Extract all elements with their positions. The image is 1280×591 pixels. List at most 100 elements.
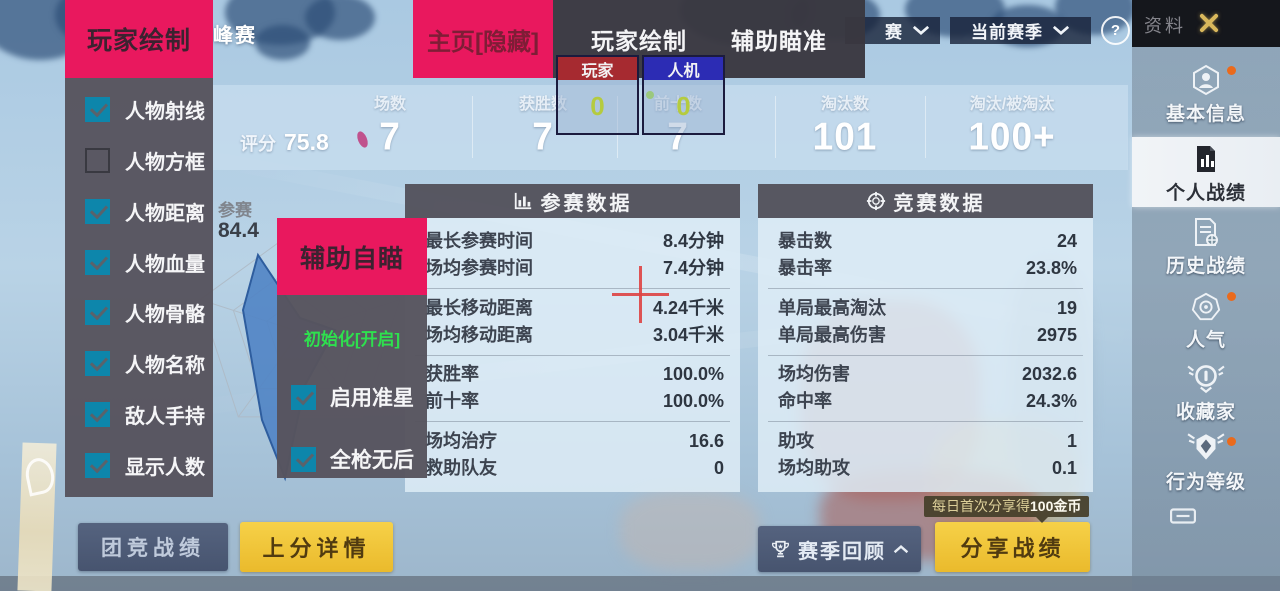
esp-toggle-enemy-weapon[interactable]: 敌人手持 <box>65 400 213 429</box>
panel-title: 参赛数据 <box>540 192 633 215</box>
bar-chart-icon <box>514 192 531 210</box>
sidebar-item-label: 历史战绩 <box>1165 256 1246 277</box>
checkbox[interactable] <box>291 384 316 410</box>
season-dropdown[interactable]: 当前赛季 <box>950 17 1091 44</box>
checkbox[interactable] <box>85 453 110 479</box>
checkbox[interactable] <box>85 351 110 377</box>
player-counter-value: 0 <box>558 80 637 133</box>
checkbox-label: 人物距离 <box>125 202 205 225</box>
esp-toggle-player-distance[interactable]: 人物距离 <box>65 197 213 226</box>
stat-matches: 场数 7 <box>315 90 465 158</box>
help-icon[interactable]: ? <box>1101 16 1130 45</box>
card-icon[interactable] <box>1170 508 1196 524</box>
stat-row: 场均治疗 16.6 <box>425 431 724 452</box>
season-title-text: 峰赛 <box>213 25 257 47</box>
share-reward-tooltip: 每日首次分享得100金币 <box>924 496 1090 523</box>
stat-eliminations: 淘汰数 101 <box>770 90 920 158</box>
profile-sidebar: 资料 基本信息 个人战绩 <box>1132 0 1280 591</box>
sidebar-item-basic-info[interactable]: 基本信息 <box>1132 58 1280 128</box>
esp-toggle-player-health[interactable]: 人物血量 <box>65 248 213 277</box>
stat-value: 100+ <box>968 115 1056 158</box>
esp-toggle-player-count[interactable]: 显示人数 <box>65 451 213 480</box>
chevron-up-icon <box>893 545 909 554</box>
close-icon[interactable] <box>1194 8 1224 38</box>
mode-dropdown[interactable]: 赛 <box>845 17 940 44</box>
share-stats-button[interactable]: 分享战绩 <box>935 522 1090 572</box>
bot-counter-value: 0 <box>644 80 723 133</box>
sidebar-header: 资料 <box>1132 0 1280 47</box>
stat-row: 场均助攻 0.1 <box>778 458 1077 479</box>
sidebar-item-conduct-level[interactable]: 行为等级 <box>1132 432 1280 498</box>
player-counter-header[interactable]: 玩家 <box>558 57 637 80</box>
sidebar-item-collector[interactable]: 收藏家 <box>1132 362 1280 426</box>
esp-panel-body: 人物射线 人物方框 人物距离 人物血量 人物骨骼 人物名称 敌人手持 显示人数 <box>65 78 213 497</box>
stat-row: 助攻 1 <box>778 431 1077 452</box>
sidebar-title: 资料 <box>1144 16 1186 36</box>
participation-data-panel: 参赛数据 最长参赛时间 8.4分钟 场均参赛时间 7.4分钟 最长移动距离 4.24千… <box>405 184 740 492</box>
popularity-icon <box>1191 292 1221 321</box>
checkbox[interactable] <box>85 198 110 224</box>
stat-value: 7 <box>532 115 554 158</box>
checkbox[interactable] <box>291 446 316 472</box>
stat-row: 场均移动距离 3.04千米 <box>425 324 724 345</box>
competition-panel-body: 暴击数 24 暴击率 23.8% 单局最高淘汰 19 单局最高伤害 2975 场均伤害 2… <box>758 218 1093 492</box>
rank-up-details-button[interactable]: 上分详情 <box>240 522 393 572</box>
rating-value: 75.8 <box>284 129 329 155</box>
confetti-dot <box>646 91 654 99</box>
aim-panel-header[interactable]: 辅助自瞄 <box>277 218 427 295</box>
collector-medal-icon <box>1187 365 1225 394</box>
stat-row: 暴击数 24 <box>778 230 1077 251</box>
stat-label: 淘汰数 <box>820 96 869 113</box>
competition-panel-header: 竞赛数据 <box>758 184 1093 218</box>
checkbox[interactable] <box>85 300 110 326</box>
bot-counter-header[interactable]: 人机 <box>644 57 723 80</box>
season-dropdown-value: 当前赛季 <box>971 23 1043 42</box>
checkbox[interactable] <box>85 147 110 173</box>
aim-toggle-crosshair[interactable]: 启用准星 <box>277 382 427 412</box>
sidebar-item-label: 基本信息 <box>1165 104 1246 125</box>
aim-panel-title: 辅助自瞄 <box>299 244 404 273</box>
rating-label: 评分 <box>240 134 276 154</box>
esp-toggle-player-box[interactable]: 人物方框 <box>65 146 213 175</box>
checkbox-label: 人物骨骼 <box>125 304 205 327</box>
checkbox[interactable] <box>85 249 110 275</box>
sidebar-item-history-stats[interactable]: 历史战绩 <box>1132 212 1280 282</box>
checkbox-label: 全枪无后 <box>330 449 414 472</box>
radar-axis-label: 参赛 <box>218 201 252 220</box>
panel-title: 竞赛数据 <box>893 192 986 215</box>
menu-home-hide-button[interactable]: 主页[隐藏] <box>413 0 553 78</box>
player-counter-box: 玩家 0 <box>556 55 639 135</box>
stat-label: 淘汰/被淘汰 <box>969 96 1055 113</box>
sidebar-item-popularity[interactable]: 人气 <box>1132 292 1280 354</box>
checkbox[interactable] <box>85 402 110 428</box>
aim-toggle-no-recoil[interactable]: 全枪无后 <box>277 444 427 474</box>
esp-toggle-player-ray[interactable]: 人物射线 <box>65 95 213 124</box>
tab-esp[interactable]: 玩家绘制 <box>591 28 687 54</box>
esp-toggle-player-name[interactable]: 人物名称 <box>65 349 213 378</box>
esp-panel-title: 玩家绘制 <box>86 27 191 55</box>
sidebar-item-personal-stats[interactable]: 个人战绩 <box>1132 137 1280 207</box>
stat-row: 场均伤害 2032.6 <box>778 364 1077 385</box>
checkbox[interactable] <box>85 96 110 122</box>
stat-row: 最长参赛时间 8.4分钟 <box>425 230 724 251</box>
mode-dropdown-value: 赛 <box>885 23 903 42</box>
stat-divider <box>775 96 776 158</box>
stat-label: 场数 <box>373 96 406 113</box>
tab-aim-assist[interactable]: 辅助瞄准 <box>731 28 827 54</box>
stat-divider <box>617 96 618 158</box>
target-icon <box>866 191 885 211</box>
stat-top10: 前十数 7 <box>603 90 753 158</box>
esp-toggle-player-skeleton[interactable]: 人物骨骼 <box>65 298 213 327</box>
stat-row: 前十率 100.0% <box>425 391 724 412</box>
sidebar-item-label: 收藏家 <box>1175 402 1236 423</box>
aim-init-status[interactable]: 初始化[开启] <box>303 330 401 349</box>
row-divider <box>768 354 1083 356</box>
stat-row: 单局最高伤害 2975 <box>778 324 1077 345</box>
competition-data-panel: 竞赛数据 暴击数 24 暴击率 23.8% 单局最高淘汰 19 单局最高伤害 2975 … <box>758 184 1093 492</box>
season-review-button[interactable]: 赛季回顾 <box>758 526 921 572</box>
stat-divider <box>925 96 926 158</box>
esp-panel-header[interactable]: 玩家绘制 <box>65 0 213 78</box>
team-mode-stats-button[interactable]: 团竞战绩 <box>78 523 228 571</box>
checkbox-label: 人物血量 <box>125 253 205 276</box>
